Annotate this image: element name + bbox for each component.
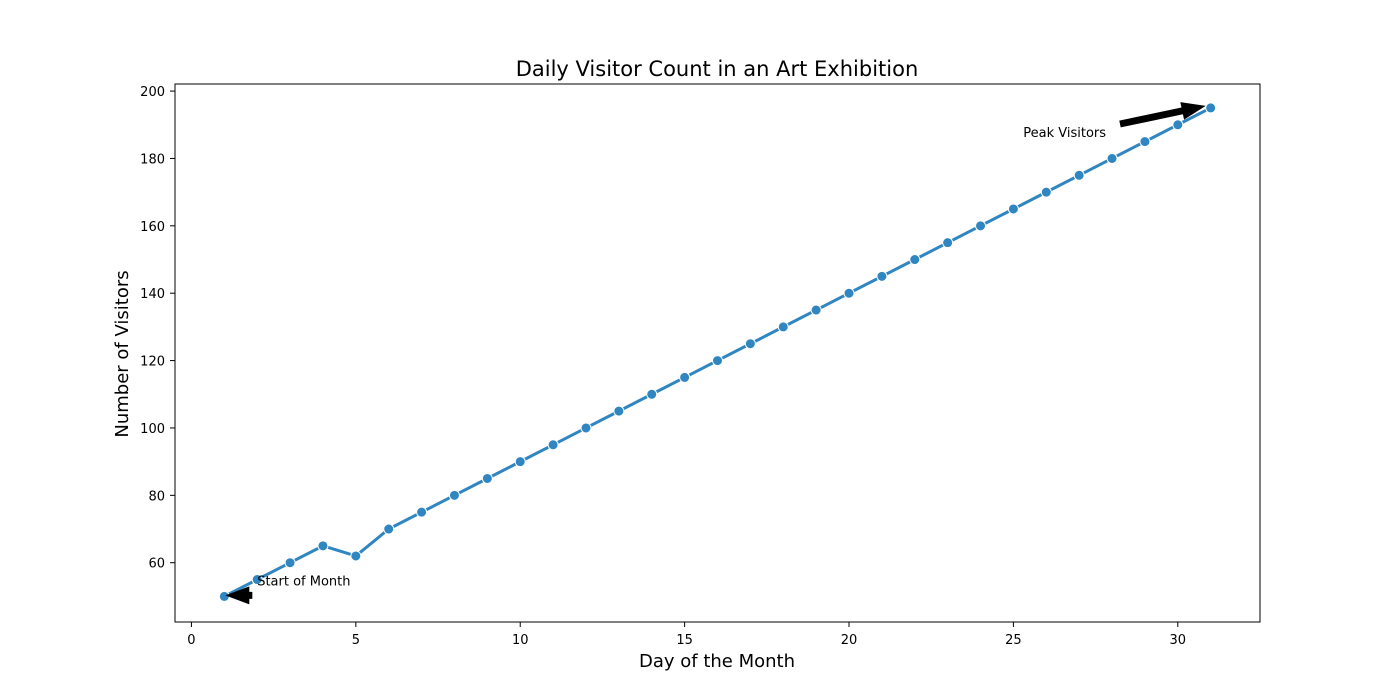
y-tick-label: 200	[140, 85, 165, 100]
data-point	[810, 304, 822, 316]
annotation-peak-visitors: Peak Visitors	[1023, 126, 1106, 141]
data-point	[448, 489, 460, 501]
x-tick-label: 25	[1005, 633, 1022, 648]
data-point	[350, 550, 362, 562]
x-tick-label: 0	[187, 633, 195, 648]
plot-frame	[174, 83, 1261, 623]
data-point	[744, 338, 756, 350]
data-point	[613, 405, 625, 417]
x-tick-label: 10	[512, 633, 529, 648]
data-point	[218, 590, 230, 602]
y-axis-title: Number of Visitors	[112, 270, 133, 437]
x-tick-label: 30	[1170, 633, 1187, 648]
data-point	[942, 237, 954, 249]
data-point	[679, 371, 691, 383]
annotation-arrow-start	[225, 586, 253, 605]
x-tick-label: 20	[841, 633, 858, 648]
data-point	[547, 439, 559, 451]
x-tick-label: 15	[676, 633, 693, 648]
data-point	[481, 472, 493, 484]
data-point	[646, 388, 658, 400]
annotation-start-of-month: Start of Month	[257, 575, 350, 590]
data-point	[317, 540, 329, 552]
data-point	[1106, 152, 1118, 164]
data-point	[251, 574, 263, 586]
annotation-arrow-peak	[1119, 102, 1206, 128]
data-point	[1139, 136, 1151, 148]
data-point	[909, 254, 921, 266]
data-point	[712, 355, 723, 367]
data-point	[777, 321, 789, 333]
x-axis-title: Day of the Month	[639, 651, 795, 672]
y-tick-label: 120	[140, 355, 165, 370]
data-point	[1073, 169, 1085, 181]
plot-area: 0 5 10 15 20 25 30 60 80 100 120 140 160 180 200 Start …	[140, 83, 1261, 648]
data-point	[975, 220, 987, 232]
data-point	[876, 270, 888, 282]
data-point	[580, 422, 592, 434]
data-point	[843, 287, 855, 299]
data-point	[284, 557, 296, 569]
y-tick-label: 80	[148, 489, 165, 504]
chart-title: Daily Visitor Count in an Art Exhibition	[516, 57, 919, 81]
data-point	[1040, 186, 1052, 198]
y-tick-label: 180	[140, 152, 165, 167]
y-tick-label: 60	[148, 557, 165, 572]
data-point	[416, 506, 428, 518]
data-point	[514, 456, 526, 468]
y-tick-label: 140	[140, 287, 165, 302]
data-point	[383, 523, 395, 535]
x-tick-label: 5	[352, 633, 360, 648]
data-point	[1007, 203, 1019, 215]
series-line	[222, 106, 1213, 598]
y-tick-label: 100	[140, 422, 165, 437]
data-point	[1172, 119, 1184, 131]
y-tick-label: 160	[140, 220, 165, 235]
data-point	[1205, 102, 1217, 114]
